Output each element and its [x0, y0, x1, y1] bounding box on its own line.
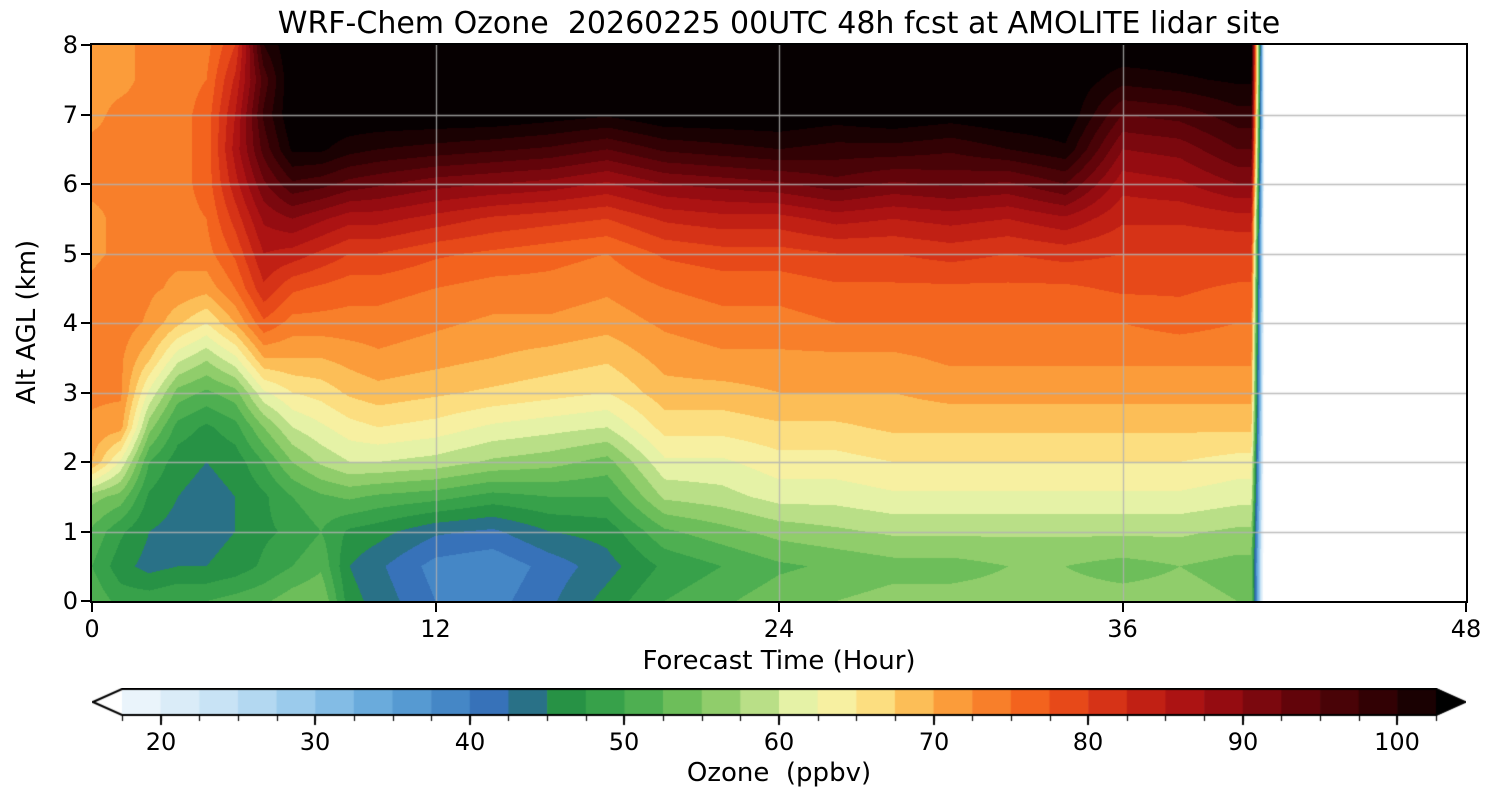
plot-area [90, 43, 1468, 603]
colorbar-canvas [92, 688, 1466, 726]
y-tick-mark [81, 391, 90, 394]
y-tick-label: 2 [62, 448, 78, 476]
x-tick-label: 48 [1450, 615, 1482, 643]
y-tick-label: 7 [62, 100, 78, 129]
colorbar-tick-label: 100 [1374, 728, 1420, 756]
colorbar-tick-label: 40 [454, 728, 486, 756]
y-tick-label: 3 [62, 378, 78, 407]
y-tick-mark [81, 600, 90, 602]
x-tick-label: 0 [84, 615, 100, 643]
x-tick-mark [434, 603, 437, 612]
y-tick-mark [81, 461, 90, 463]
y-tick-mark [81, 322, 90, 324]
x-tick-label: 12 [420, 615, 451, 643]
x-tick-mark [1121, 603, 1124, 612]
y-tick-mark [81, 530, 90, 533]
colorbar-tick-label: 70 [918, 728, 950, 756]
x-tick-mark [1465, 603, 1467, 612]
x-tick-mark [778, 603, 780, 612]
y-tick-mark [81, 252, 90, 255]
x-tick-label: 24 [763, 615, 795, 643]
heatmap-canvas [92, 45, 1466, 601]
x-tick-label: 36 [1107, 615, 1138, 643]
y-tick-mark [81, 44, 90, 46]
x-tick-mark [91, 603, 93, 612]
chart-title: WRF-Chem Ozone 20260225 00UTC 48h fcst a… [277, 6, 1281, 41]
y-tick-label: 8 [62, 31, 78, 59]
colorbar-tick-label: 20 [145, 728, 177, 756]
colorbar-tick-label: 90 [1227, 728, 1259, 756]
y-tick-mark [81, 113, 90, 116]
colorbar-label: Ozone (ppbv) [686, 758, 872, 788]
colorbar-tick-label: 60 [763, 728, 795, 756]
y-tick-label: 6 [62, 170, 78, 198]
x-axis-label: Forecast Time (Hour) [642, 646, 916, 676]
y-tick-label: 5 [62, 239, 78, 268]
colorbar-tick-label: 80 [1072, 728, 1104, 756]
colorbar-tick-label: 30 [299, 728, 331, 756]
y-tick-label: 0 [62, 587, 78, 615]
colorbar-tick-label: 50 [608, 728, 640, 756]
y-tick-label: 4 [62, 309, 78, 337]
y-tick-mark [81, 183, 90, 185]
y-tick-label: 1 [62, 517, 78, 546]
